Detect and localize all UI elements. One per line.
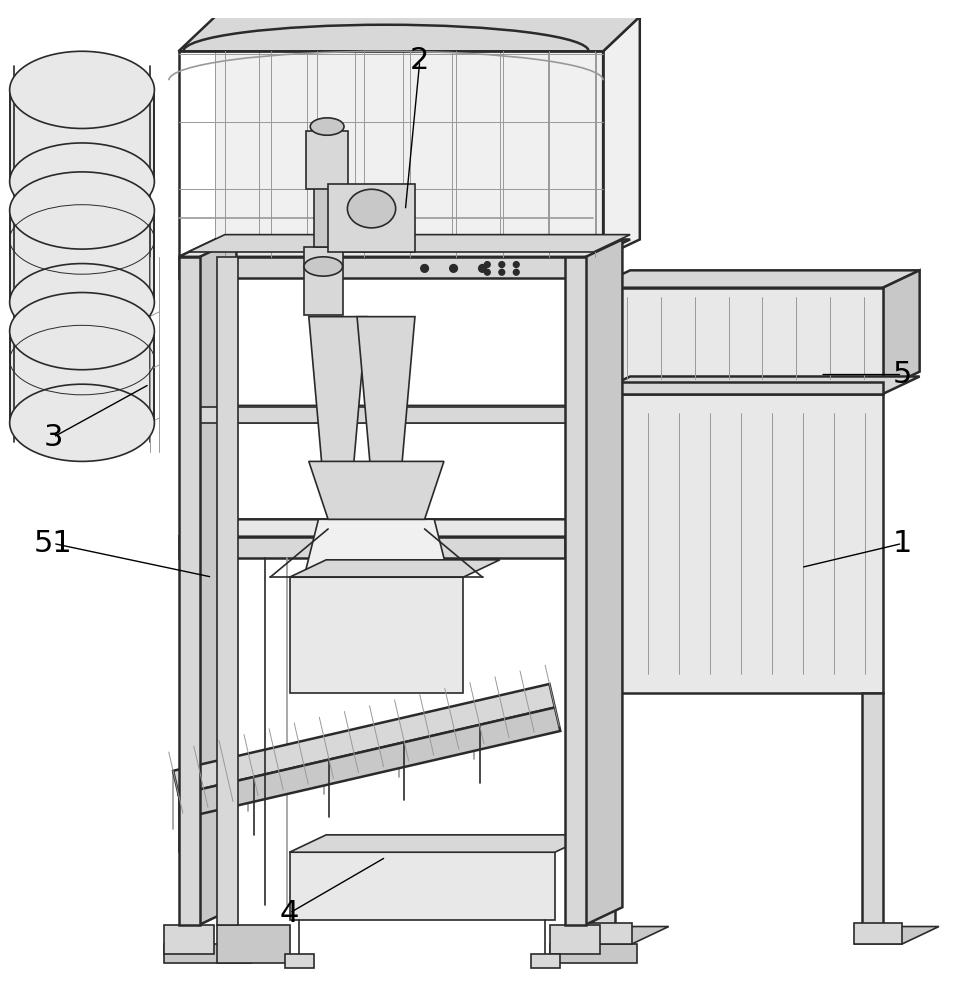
Circle shape	[421, 265, 428, 272]
Polygon shape	[179, 519, 601, 537]
Bar	[862, 693, 883, 925]
Text: 5: 5	[893, 360, 912, 389]
Polygon shape	[164, 925, 214, 954]
Polygon shape	[883, 270, 920, 389]
Ellipse shape	[338, 192, 405, 245]
Polygon shape	[290, 577, 463, 693]
Bar	[593, 382, 883, 394]
Ellipse shape	[347, 189, 396, 228]
Polygon shape	[173, 684, 555, 794]
Polygon shape	[309, 461, 444, 519]
Polygon shape	[603, 17, 640, 257]
Polygon shape	[601, 239, 622, 907]
Polygon shape	[179, 537, 565, 558]
Polygon shape	[217, 925, 290, 963]
Polygon shape	[290, 560, 500, 577]
Bar	[188, 407, 574, 423]
Circle shape	[499, 262, 505, 267]
Bar	[304, 247, 343, 315]
Ellipse shape	[10, 264, 154, 341]
Bar	[584, 923, 632, 944]
Text: 1: 1	[893, 529, 912, 558]
Bar	[854, 923, 902, 944]
Bar	[531, 954, 560, 968]
Polygon shape	[188, 235, 630, 252]
Polygon shape	[10, 331, 154, 423]
Circle shape	[450, 265, 457, 272]
Circle shape	[513, 262, 519, 267]
Bar	[285, 954, 314, 968]
Polygon shape	[179, 257, 593, 278]
Ellipse shape	[10, 384, 154, 461]
Text: 51: 51	[34, 529, 72, 558]
Polygon shape	[179, 707, 561, 818]
Polygon shape	[179, 239, 630, 257]
Polygon shape	[215, 239, 236, 907]
Polygon shape	[593, 394, 883, 693]
Polygon shape	[179, 257, 200, 925]
Polygon shape	[215, 17, 630, 239]
Circle shape	[479, 265, 486, 272]
Ellipse shape	[10, 293, 154, 370]
Polygon shape	[550, 925, 600, 954]
Polygon shape	[565, 257, 586, 925]
Bar	[593, 288, 883, 389]
Ellipse shape	[10, 172, 154, 249]
Polygon shape	[179, 17, 640, 51]
Text: 3: 3	[43, 423, 63, 452]
Ellipse shape	[311, 118, 345, 135]
Polygon shape	[309, 317, 367, 481]
Text: 4: 4	[280, 899, 299, 928]
Text: 2: 2	[410, 46, 429, 75]
Circle shape	[484, 262, 490, 267]
Polygon shape	[593, 270, 920, 288]
Ellipse shape	[10, 51, 154, 128]
Ellipse shape	[10, 143, 154, 220]
Polygon shape	[593, 376, 920, 394]
Polygon shape	[188, 405, 611, 423]
Polygon shape	[200, 239, 236, 925]
Circle shape	[513, 269, 519, 275]
Circle shape	[499, 269, 505, 275]
Bar	[593, 693, 615, 925]
Polygon shape	[10, 211, 154, 302]
Polygon shape	[586, 239, 622, 925]
Polygon shape	[290, 835, 592, 852]
Bar	[314, 141, 341, 247]
Polygon shape	[550, 944, 637, 963]
Polygon shape	[10, 90, 154, 182]
Ellipse shape	[304, 257, 343, 276]
Polygon shape	[299, 519, 454, 596]
Bar	[306, 131, 348, 189]
Polygon shape	[357, 317, 415, 481]
Polygon shape	[854, 927, 939, 944]
Circle shape	[484, 269, 490, 275]
Polygon shape	[164, 944, 251, 963]
Polygon shape	[584, 927, 669, 944]
Bar	[290, 852, 555, 920]
Bar	[328, 184, 415, 252]
Polygon shape	[217, 257, 238, 925]
